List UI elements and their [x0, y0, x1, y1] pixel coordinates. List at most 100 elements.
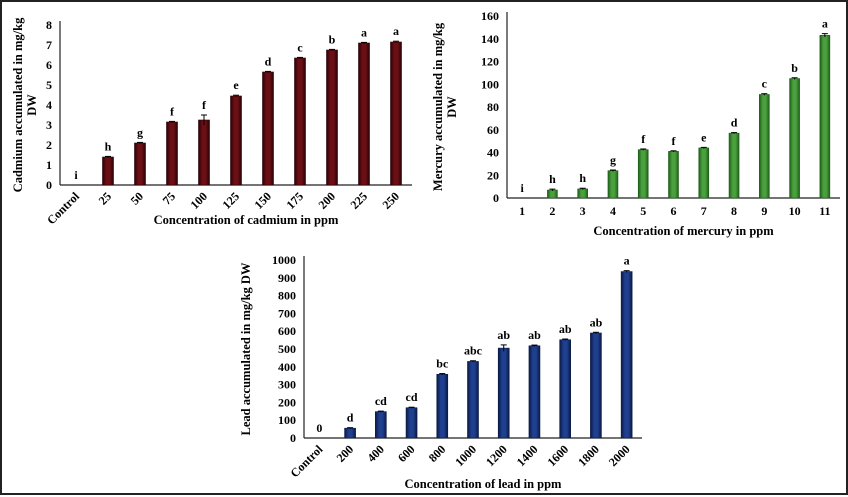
- lead-x-tick-label: 800: [426, 442, 449, 465]
- lead-bar-1600: [559, 339, 571, 439]
- mercury-significance-letter: b: [791, 61, 798, 75]
- cadmium-x-tick-label: 175: [283, 189, 306, 212]
- lead-bar-400: [375, 411, 387, 439]
- mercury-y-tick-label: 160: [481, 9, 499, 23]
- mercury-y-axis-title: Mercury accumulated in mg/kg: [431, 22, 445, 191]
- mercury-y-tick-label: 20: [487, 168, 499, 182]
- mercury-bar-5: [637, 149, 649, 199]
- cadmium-y-tick-label: 8: [46, 18, 52, 32]
- lead-y-tick-label: 100: [278, 413, 296, 427]
- mercury-significance-letter: c: [762, 77, 768, 91]
- mercury-significance-letter: f: [641, 132, 646, 146]
- lead-bar-1200: [497, 347, 510, 439]
- lead-bar-1400: [528, 345, 541, 439]
- lead-significance-letter: bc: [436, 357, 449, 371]
- mercury-y-tick-label: 80: [487, 100, 499, 114]
- mercury-significance-letter: i: [520, 181, 524, 195]
- lead-bar-800: [436, 373, 449, 439]
- lead-y-axis-title: Lead accumulated in mg/kg DW: [239, 262, 253, 435]
- lead-x-tick-label: 1000: [452, 442, 479, 469]
- mercury-x-axis-title: Concentration of mercury in ppm: [593, 224, 774, 238]
- cadmium-x-tick-label: Control: [44, 189, 82, 227]
- cadmium-bar-25: [102, 156, 114, 186]
- cadmium-bar-50: [134, 142, 146, 186]
- cadmium-significance-letter: f: [170, 104, 175, 118]
- cadmium-x-axis-title: Concentration of cadmium in ppm: [154, 213, 339, 227]
- cadmium-bar-175: [294, 57, 306, 186]
- mercury-x-tick-label: 9: [761, 204, 767, 218]
- lead-y-tick-label: 0: [290, 431, 296, 445]
- cadmium-significance-letter: h: [105, 139, 112, 153]
- cadmium-x-tick-label: 50: [128, 189, 146, 207]
- mercury-significance-letter: a: [822, 17, 828, 31]
- mercury-chart: 0 20 40 60 80 100 120 140 160 Mercury accumulated…: [431, 9, 840, 238]
- cadmium-y-tick-label: 1: [46, 158, 52, 172]
- mercury-significance-letter: h: [579, 171, 586, 185]
- mercury-bar-6: [668, 151, 679, 199]
- lead-y-tick-label: 600: [278, 324, 296, 338]
- cadmium-x-tick-label: 150: [251, 189, 274, 212]
- mercury-x-tick-label: 8: [731, 204, 737, 218]
- cadmium-bar-100: [198, 119, 210, 186]
- lead-y-tick-label: 800: [278, 289, 296, 303]
- mercury-x-tick-label: 6: [671, 204, 677, 218]
- cadmium-significance-letter: a: [393, 24, 399, 38]
- mercury-bar-3: [577, 188, 588, 199]
- lead-y-tick-label: 900: [278, 271, 296, 285]
- cadmium-y-axis-title: DW: [25, 94, 39, 116]
- cadmium-chart: 0 1 2 3 4 5 6 7 8 Cadmium accumulated in mg/kg DW i…: [11, 17, 412, 227]
- cadmium-bar-250: [390, 41, 402, 186]
- cadmium-y-axis-title: Cadmium accumulated in mg/kg: [11, 17, 25, 192]
- lead-x-tick-label: 1400: [514, 442, 541, 469]
- mercury-significance-letter: e: [701, 130, 707, 144]
- mercury-y-tick-label: 0: [493, 191, 499, 205]
- lead-x-tick-label: 1200: [483, 442, 510, 469]
- lead-x-tick-label: 600: [395, 442, 418, 465]
- cadmium-significance-letter: g: [137, 125, 143, 139]
- cadmium-y-tick-label: 2: [46, 138, 52, 152]
- mercury-x-tick-label: 7: [701, 204, 707, 218]
- mercury-significance-letter: h: [549, 172, 556, 186]
- mercury-y-tick-label: 120: [481, 55, 499, 69]
- mercury-significance-letter: d: [731, 116, 738, 130]
- lead-y-tick-label: 300: [278, 378, 296, 392]
- lead-x-axis-title: Concentration of lead in ppm: [405, 477, 563, 491]
- mercury-y-tick-label: 100: [481, 77, 499, 91]
- lead-bar-2000: [620, 271, 633, 439]
- cadmium-bar-225: [358, 42, 370, 186]
- cadmium-significance-letter: f: [202, 98, 207, 112]
- mercury-x-tick-label: 11: [819, 204, 830, 218]
- lead-bar-200: [344, 427, 356, 439]
- cadmium-y-tick-label: 4: [46, 98, 52, 112]
- lead-bar-1800: [590, 332, 602, 439]
- lead-y-tick-label: 700: [278, 306, 296, 320]
- mercury-y-tick-label: 140: [481, 32, 499, 46]
- mercury-bar-7: [698, 147, 710, 199]
- mercury-significance-letter: f: [672, 134, 677, 148]
- cadmium-x-tick-label: 225: [347, 189, 370, 212]
- cadmium-y-tick-label: 5: [46, 78, 52, 92]
- lead-y-tick-label: 1000: [272, 253, 296, 267]
- cadmium-x-tick-label: 250: [379, 189, 402, 212]
- lead-significance-letter: ab: [528, 328, 541, 342]
- mercury-bar-2: [547, 189, 558, 199]
- cadmium-y-tick-label: 3: [46, 118, 52, 132]
- cadmium-significance-letter: c: [297, 40, 303, 54]
- lead-x-tick-label: 1800: [575, 442, 602, 469]
- cadmium-significance-letter: i: [74, 168, 78, 182]
- mercury-x-tick-label: 5: [640, 204, 646, 218]
- lead-bar-1000: [467, 361, 479, 439]
- cadmium-bar-75: [166, 121, 178, 186]
- lead-significance-letter: d: [347, 411, 354, 425]
- mercury-y-axis-title: DW: [445, 96, 459, 118]
- lead-significance-letter: ab: [590, 315, 603, 329]
- cadmium-x-tick-label: 200: [315, 189, 338, 212]
- mercury-x-tick-label: 2: [549, 204, 555, 218]
- lead-bar-600: [405, 407, 418, 439]
- mercury-bar-10: [789, 78, 800, 199]
- lead-y-tick-label: 200: [278, 395, 296, 409]
- mercury-y-tick-label: 60: [487, 123, 499, 137]
- mercury-bar-11: [819, 35, 831, 199]
